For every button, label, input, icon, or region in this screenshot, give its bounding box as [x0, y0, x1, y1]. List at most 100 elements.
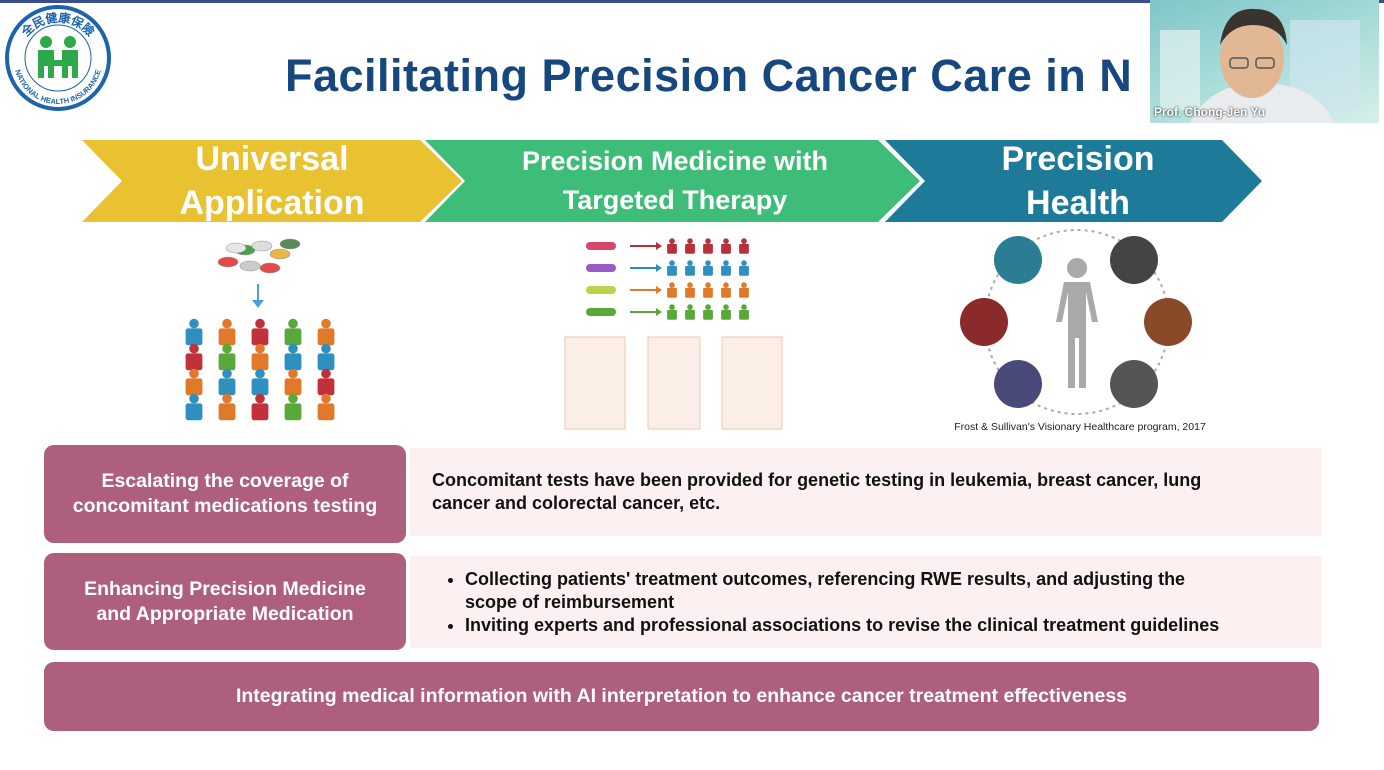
- pill: [269, 248, 291, 260]
- person-icon-body: [185, 353, 203, 371]
- person-icon-body: [284, 353, 302, 371]
- organ-icon: [1144, 298, 1192, 346]
- person-icon-body: [218, 403, 236, 421]
- bullet-item: Collecting patients' treatment outcomes,…: [465, 568, 1322, 614]
- person-icon-body: [721, 265, 731, 276]
- pill: [217, 256, 239, 268]
- pill: [586, 242, 616, 250]
- person-icon-head: [189, 393, 199, 404]
- person-icon-body: [317, 378, 335, 396]
- row-label: Escalating the coverage of concomitant m…: [44, 445, 406, 543]
- person-icon-head: [255, 393, 265, 404]
- person-icon-body: [218, 378, 236, 396]
- bullet-list: Collecting patients' treatment outcomes,…: [410, 568, 1322, 637]
- person-icon-head: [705, 260, 711, 266]
- person-icon-head: [687, 304, 693, 310]
- video-tile: Prof. Chong-Jen Yu: [1150, 0, 1379, 123]
- stage-arrow: [885, 140, 1262, 222]
- label-line: Escalating the coverage of: [101, 470, 349, 492]
- row-panel: Concomitant tests have been provided for…: [410, 448, 1322, 536]
- targeted-illustration: [564, 238, 783, 430]
- person-icon-head: [687, 260, 693, 266]
- person-icon-head: [189, 343, 199, 354]
- person-icon-body: [721, 243, 731, 254]
- arrow-head: [656, 286, 662, 294]
- organ-icon: [994, 360, 1042, 408]
- stage-title: Universal: [195, 140, 348, 178]
- person-icon-body: [739, 287, 749, 298]
- person-icon-head: [288, 393, 298, 404]
- pill: [586, 308, 616, 316]
- person-icon-head: [669, 282, 675, 288]
- person-icon-head: [741, 238, 747, 244]
- person-icon-head: [321, 393, 331, 404]
- person-icon-head: [288, 343, 298, 354]
- person-icon-head: [741, 304, 747, 310]
- person-icon-head: [705, 304, 711, 310]
- person-icon-head: [741, 282, 747, 288]
- person-icon-head: [288, 318, 298, 329]
- person-icon-body: [317, 403, 335, 421]
- pill: [239, 260, 261, 272]
- person-icon-body: [185, 328, 203, 346]
- person-icon-head: [669, 304, 675, 310]
- stage-title: Precision: [1001, 140, 1154, 178]
- row-label: Enhancing Precision Medicine and Appropr…: [44, 553, 406, 650]
- organ-icon: [960, 298, 1008, 346]
- participant-name: Prof. Chong-Jen Yu: [1154, 105, 1266, 119]
- logo: 全民健康保險 NATIONAL HEALTH INSURANCE: [5, 5, 111, 111]
- person-icon-head: [222, 343, 232, 354]
- person-icon-body: [667, 309, 677, 320]
- organ-icon: [994, 236, 1042, 284]
- person-icon-head: [687, 238, 693, 244]
- person-icon-body: [284, 328, 302, 346]
- person-icon-body: [218, 353, 236, 371]
- person-icon-body: [317, 353, 335, 371]
- stage-arrow: [82, 140, 462, 222]
- row-panel: Collecting patients' treatment outcomes,…: [410, 556, 1322, 648]
- pill: [586, 264, 616, 272]
- person-icon-body: [685, 309, 695, 320]
- pill: [279, 238, 301, 250]
- person-icon-head: [705, 282, 711, 288]
- person-icon-head: [669, 260, 675, 266]
- person-icon-head: [222, 318, 232, 329]
- universal-illustration: [185, 238, 335, 421]
- person-icon-body: [703, 309, 713, 320]
- person-icon-head: [687, 282, 693, 288]
- panel-line: Concomitant tests have been provided for…: [432, 470, 1202, 490]
- person-icon-head: [321, 368, 331, 379]
- stage-arrow: [425, 140, 920, 222]
- label-line: and Appropriate Medication: [96, 602, 354, 625]
- stage-title: Health: [1026, 184, 1130, 222]
- person-icon-body: [739, 243, 749, 254]
- person-icon-head: [288, 368, 298, 379]
- person-icon-body: [185, 378, 203, 396]
- person-icon-body: [284, 378, 302, 396]
- person-icon-head: [255, 343, 265, 354]
- person-icon-body: [284, 403, 302, 421]
- person-icon-head: [669, 238, 675, 244]
- organ-icon: [1110, 236, 1158, 284]
- bullet-item: Inviting experts and professional associ…: [465, 614, 1322, 637]
- person-icon-body: [667, 287, 677, 298]
- banner: Integrating medical information with AI …: [44, 662, 1319, 731]
- top-border: [0, 0, 1384, 3]
- video-image: [1160, 8, 1360, 123]
- person-icon-body: [739, 309, 749, 320]
- person-icon-head: [741, 260, 747, 266]
- person-icon-head: [189, 368, 199, 379]
- person-icon-body: [685, 243, 695, 254]
- person-icon-body: [251, 353, 269, 371]
- person-icon-body: [685, 287, 695, 298]
- person-icon-head: [222, 368, 232, 379]
- person-icon-body: [721, 287, 731, 298]
- bullet-line: scope of reimbursement: [465, 591, 675, 612]
- arrow-head: [656, 264, 662, 272]
- person-icon-head: [723, 282, 729, 288]
- person-icon-head: [255, 368, 265, 379]
- person-icon-head: [723, 238, 729, 244]
- bullet-line: Collecting patients' treatment outcomes,…: [465, 568, 1186, 589]
